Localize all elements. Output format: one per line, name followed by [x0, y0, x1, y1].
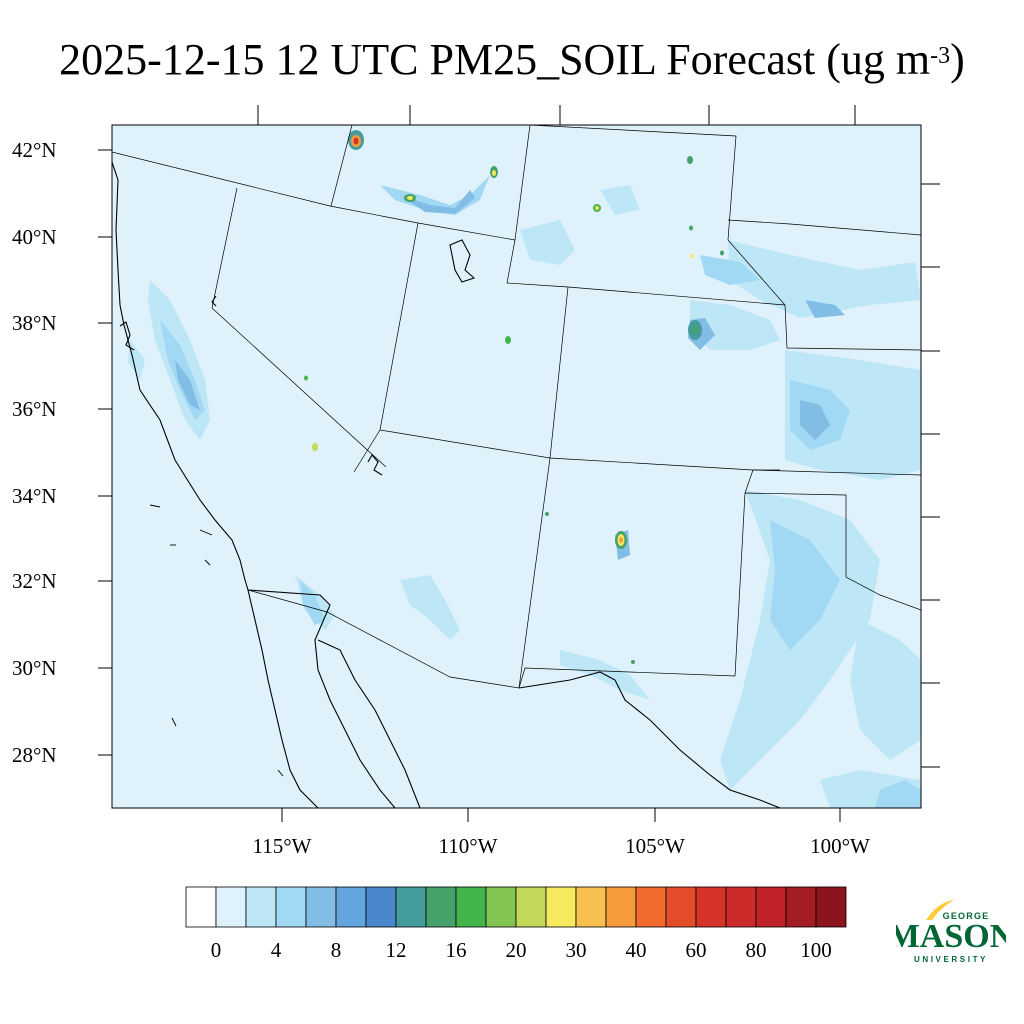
map-title: 2025-12-15 12 UTC PM25_SOIL Forecast (ug…	[0, 30, 1024, 90]
colorbar-swatch	[635, 886, 667, 928]
lon-label: 110°W	[438, 834, 498, 858]
coastal-islands	[149, 504, 284, 777]
lat-label: 28°N	[12, 743, 57, 767]
lat-label: 30°N	[12, 656, 57, 680]
lat-label: 32°N	[12, 569, 57, 593]
colorbar-swatch	[455, 886, 487, 928]
colorbar-swatch	[425, 886, 457, 928]
colorbar-label: 60	[685, 938, 707, 962]
colorbar-swatch	[605, 886, 637, 928]
lat-label: 36°N	[12, 397, 57, 421]
logo-main-text: MASON	[896, 918, 1006, 955]
logo-bottom-text: UNIVERSITY	[914, 955, 988, 964]
colorbar-label: 40	[625, 938, 647, 962]
colorbar-swatch	[275, 886, 307, 928]
colorbar-swatch	[185, 886, 217, 928]
colorbar-label: 30	[565, 938, 587, 962]
colorbar-swatch	[695, 886, 727, 928]
lon-label: 105°W	[625, 834, 685, 858]
pm25-contours	[112, 125, 921, 808]
colorbar-swatch	[305, 886, 337, 928]
hotspots	[304, 130, 724, 664]
colorbar	[185, 886, 847, 928]
axis-ticks	[98, 105, 940, 822]
lat-label: 38°N	[12, 311, 57, 335]
colorbar-swatch	[725, 886, 757, 928]
colorbar-label: 4	[270, 938, 282, 962]
colorbar-swatch	[575, 886, 607, 928]
george-mason-logo: GEORGE MASON UNIVERSITY	[896, 900, 1006, 964]
colorbar-label: 80	[745, 938, 767, 962]
colorbar-swatch	[515, 886, 547, 928]
colorbar-swatch	[335, 886, 367, 928]
lat-label: 40°N	[12, 225, 57, 249]
colorbar-label: 12	[385, 938, 407, 962]
colorbar-swatch	[785, 886, 817, 928]
lon-label: 115°W	[252, 834, 312, 858]
colorbar-swatch	[755, 886, 787, 928]
colorbar-swatch	[245, 886, 277, 928]
colorbar-label: 100	[800, 938, 832, 962]
colorbar-swatch	[545, 886, 577, 928]
colorbar-label: 0	[210, 938, 222, 962]
logo-top-text: GEORGE	[943, 911, 990, 921]
colorbar-swatch	[665, 886, 697, 928]
logo-swoosh	[926, 900, 954, 920]
colorbar-label: 16	[445, 938, 467, 962]
colorbar-swatch	[815, 886, 847, 928]
lat-label: 34°N	[12, 484, 57, 508]
title-exponent: -3	[930, 43, 951, 69]
colorbar-swatch	[215, 886, 247, 928]
colorbar-swatch	[365, 886, 397, 928]
lon-label: 100°W	[810, 834, 870, 858]
colorbar-label: 8	[330, 938, 342, 962]
lat-label: 42°N	[12, 138, 57, 162]
colorbar-swatch	[395, 886, 427, 928]
title-close: )	[950, 35, 965, 84]
title-main: 2025-12-15 12 UTC PM25_SOIL Forecast (ug…	[59, 35, 931, 84]
colorbar-label: 20	[505, 938, 527, 962]
colorbar-swatch	[485, 886, 517, 928]
